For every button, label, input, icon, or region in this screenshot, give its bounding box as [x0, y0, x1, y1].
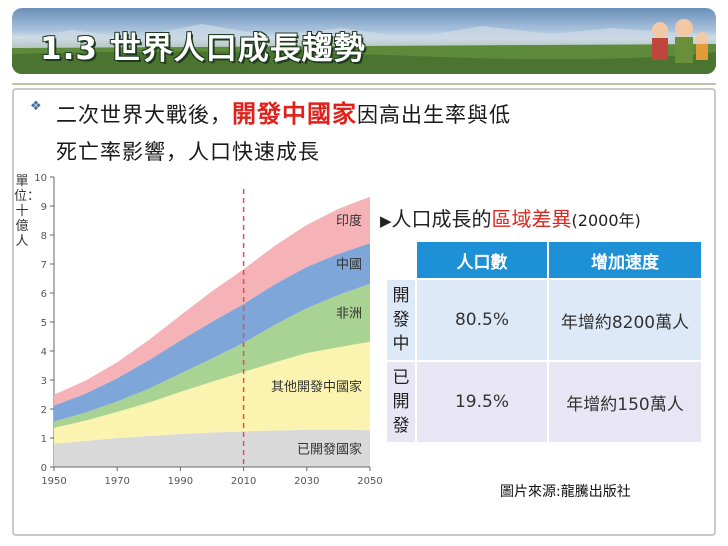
y-axis-label: 單位：十億人 [14, 174, 41, 249]
slide-title: 1.3 世界人口成長趨勢 [40, 31, 366, 67]
mountain-landscape [12, 19, 716, 74]
area-series-0 [54, 429, 370, 467]
content-frame [12, 88, 716, 536]
x-tick-label: 2030 [294, 476, 319, 487]
table-title-year: (2000年) [571, 211, 641, 230]
x-tick-label: 1970 [104, 476, 129, 487]
bullet-text-line2: 死亡率影響，人口快速成長 [56, 140, 320, 164]
row-label: 已開發 [385, 360, 417, 444]
diamond-bullet-icon: ❖ [30, 99, 42, 114]
area-series-4 [54, 196, 370, 406]
text-before-highlight: 二次世界大戰後， [56, 103, 232, 127]
text-after-highlight: 因高出生率與低 [357, 103, 511, 127]
region-difference-table: 人口數 增加速度 開發中 80.5% 年增約8200萬人 已開發 19.5% 年… [385, 240, 703, 444]
population-cell: 80.5% [415, 278, 549, 362]
y-tick-label: 7 [41, 260, 47, 271]
y-tick-label: 0 [41, 463, 47, 474]
family-illustration [652, 19, 708, 63]
x-tick-label: 1950 [41, 476, 66, 487]
title-banner: 1.3 世界人口成長趨勢 [12, 8, 716, 74]
arrow-icon: ▶ [380, 212, 392, 230]
image-source: 圖片來源:龍騰出版社 [500, 484, 631, 500]
growth-cell: 年增約150萬人 [547, 360, 703, 444]
series-label-4: 印度 [336, 213, 362, 229]
y-tick-label: 5 [41, 318, 47, 329]
y-tick-label: 4 [41, 347, 47, 358]
y-tick-label: 8 [41, 231, 47, 242]
y-tick-label: 1 [41, 434, 47, 445]
header-growth: 增加速度 [547, 240, 703, 280]
area-series-1 [54, 341, 370, 444]
table-title-highlight: 區域差異 [491, 207, 572, 231]
x-tick-label: 1990 [168, 476, 193, 487]
y-tick-label: 9 [41, 202, 47, 213]
y-tick-label: 10 [34, 173, 47, 184]
population-area-chart: 0 1 2 3 4 5 6 7 8 9 10 1950 1970 1990 2010 2030 2050 已開… [34, 173, 382, 487]
table-title-prefix: 人口成長的 [391, 207, 492, 231]
header-population: 人口數 [415, 240, 549, 280]
population-cell: 19.5% [415, 360, 549, 444]
series-label-1: 其他開發中國家 [271, 379, 362, 395]
divider [12, 83, 716, 85]
series-label-2: 非洲 [336, 307, 362, 322]
row-label: 開發中 [385, 278, 417, 362]
area-series-2 [54, 283, 370, 428]
series-label-0: 已開發國家 [297, 442, 362, 458]
table-row: 開發中 80.5% 年增約8200萬人 [385, 278, 703, 362]
bullet-text-line1: 二次世界大戰後，開發中國家因高出生率與低 [56, 94, 511, 129]
table-corner [385, 240, 417, 280]
series-label-3: 中國 [336, 257, 362, 272]
table-row: 已開發 19.5% 年增約150萬人 [385, 360, 703, 444]
x-tick-label: 2010 [231, 476, 256, 487]
y-tick-label: 3 [41, 376, 47, 387]
y-tick-label: 2 [41, 405, 47, 416]
y-tick-label: 6 [41, 289, 47, 300]
highlight-text: 開發中國家 [232, 100, 357, 128]
area-series-3 [54, 243, 370, 422]
x-tick-label: 2050 [357, 476, 382, 487]
table-title: ▶人口成長的區域差異(2000年) [380, 203, 641, 232]
growth-cell: 年增約8200萬人 [547, 278, 703, 362]
